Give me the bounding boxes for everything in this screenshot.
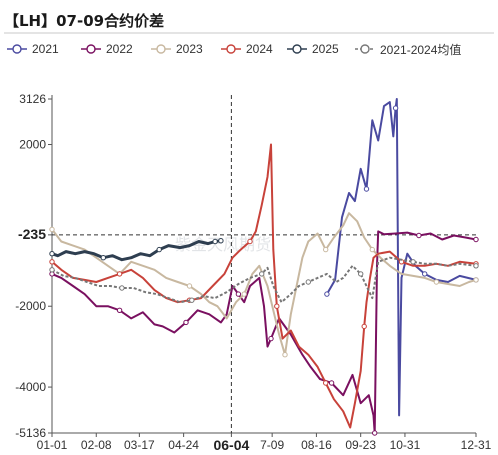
data-point [49, 259, 55, 265]
x-tick-label: 06-04 [213, 437, 249, 453]
data-point [369, 246, 375, 253]
axes [48, 95, 477, 437]
data-point [473, 236, 479, 243]
data-point [324, 291, 330, 297]
series-line [326, 98, 477, 417]
data-point [410, 259, 416, 265]
data-point [268, 335, 274, 342]
x-tick-label: 04-24 [168, 438, 199, 452]
x-tick-label: 03-17 [124, 438, 155, 452]
legend-item[interactable]: 2021-2024均值 [354, 40, 461, 58]
data-point [323, 380, 329, 386]
data-point [358, 271, 364, 277]
x-tick-label: 10-31 [390, 438, 421, 452]
data-point [189, 297, 195, 303]
legend-label: 2025 [312, 42, 339, 56]
data-point [473, 277, 479, 283]
plot-area [49, 98, 479, 436]
data-point [241, 291, 247, 297]
data-point [363, 186, 370, 192]
legend-swatch-icon [81, 44, 101, 54]
x-tick-label: 7-09 [260, 438, 284, 452]
legend-label: 2023 [176, 42, 203, 56]
data-point [416, 232, 422, 239]
legend-item[interactable]: 2025 [286, 40, 339, 58]
legend-swatch-icon [287, 44, 307, 54]
y-tick-label: -5136 [15, 426, 46, 440]
y-tick-label: 3126 [19, 92, 46, 106]
legend-swatch-icon [151, 44, 171, 54]
legend-item[interactable]: 2021 [6, 40, 59, 58]
series-line [51, 230, 477, 434]
data-point [49, 267, 55, 273]
legend-item[interactable]: 2024 [220, 40, 273, 58]
y-tick-label: -235 [18, 226, 46, 242]
data-point [235, 291, 242, 297]
y-tick-label: -4000 [15, 380, 46, 394]
y-tick-label: 2000 [19, 138, 46, 152]
data-point [186, 283, 193, 289]
data-point [372, 430, 378, 436]
data-point [247, 238, 253, 245]
data-point [422, 271, 428, 277]
x-tick-label: 09-23 [345, 438, 376, 452]
legend-label: 2022 [106, 42, 133, 56]
y-tick-label: -2000 [15, 299, 46, 313]
data-point [183, 319, 189, 326]
data-point [392, 105, 399, 111]
series-line [51, 256, 477, 304]
data-point [49, 251, 55, 257]
data-point [218, 238, 224, 244]
x-tick-label: 01-01 [37, 438, 68, 452]
data-point [305, 279, 311, 285]
data-point [100, 255, 107, 261]
series-line [51, 239, 222, 262]
legend-item[interactable]: 2023 [150, 40, 203, 58]
watermark-text: 紫金天风期货 [175, 235, 271, 254]
x-tick-label: 08-16 [301, 438, 332, 452]
x-tick-label: 02-08 [81, 438, 112, 452]
data-point [323, 246, 329, 253]
data-point [116, 307, 123, 313]
chart-title: 【LH】07-09合约价差 [4, 12, 165, 30]
x-tick-label: 12-31 [461, 438, 492, 452]
data-point [433, 279, 440, 285]
data-point [473, 263, 479, 269]
data-point [259, 271, 265, 277]
legend-label: 2021-2024均值 [380, 42, 462, 57]
series-2025 [49, 238, 224, 262]
data-point [116, 271, 123, 277]
series-2021 [324, 98, 479, 417]
legend-swatch-icon [7, 44, 27, 54]
legend-swatch-icon [221, 44, 241, 54]
legend-label: 2024 [246, 42, 273, 56]
legend-label: 2021 [32, 42, 59, 56]
series-line [51, 212, 477, 356]
watermark: 紫金天风期货 [175, 235, 271, 254]
data-point [361, 323, 367, 330]
data-point [49, 226, 55, 233]
legend-item[interactable]: 2022 [80, 40, 133, 58]
data-point [274, 303, 280, 309]
data-point [119, 285, 125, 291]
legend-swatch-icon [355, 44, 375, 54]
series-2021-2024均值 [49, 256, 479, 304]
data-point [212, 238, 218, 245]
data-point [328, 380, 335, 386]
series-2022 [49, 230, 479, 436]
data-point [156, 246, 162, 253]
data-point [282, 352, 288, 358]
